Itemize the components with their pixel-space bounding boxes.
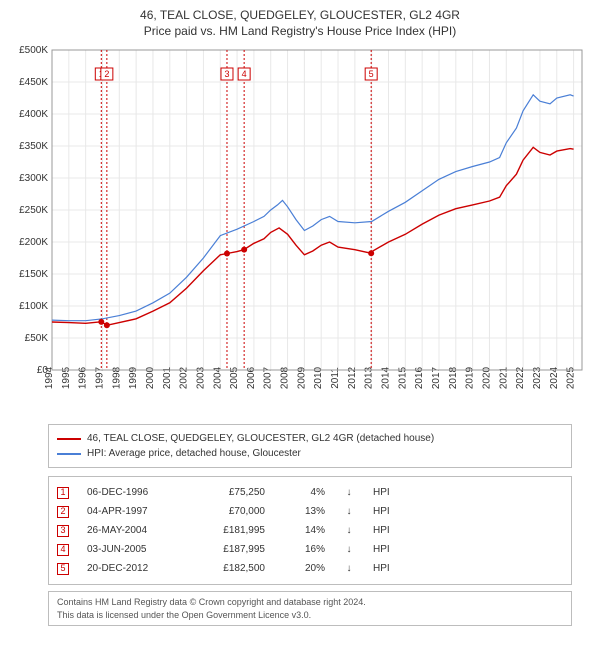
legend-row-price: 46, TEAL CLOSE, QUEDGELEY, GLOUCESTER, G… [57, 431, 563, 446]
sales-row: 1 06-DEC-1996 £75,250 4% ↓ HPI [57, 483, 563, 502]
sale-price: £75,250 [195, 483, 265, 502]
down-arrow-icon: ↓ [343, 540, 355, 559]
sale-pct: 20% [283, 559, 325, 578]
sale-hpi-tag: HPI [373, 559, 403, 578]
sale-pct: 16% [283, 540, 325, 559]
svg-text:£400K: £400K [19, 109, 48, 120]
legend-swatch-price [57, 438, 81, 440]
down-arrow-icon: ↓ [343, 521, 355, 540]
chart-subtitle: Price paid vs. HM Land Registry's House … [10, 24, 590, 38]
sales-table: 1 06-DEC-1996 £75,250 4% ↓ HPI 2 04-APR-1997 £70… [48, 476, 572, 585]
sale-date: 20-DEC-2012 [87, 559, 177, 578]
svg-text:5: 5 [369, 69, 374, 79]
sale-hpi-tag: HPI [373, 502, 403, 521]
legend: 46, TEAL CLOSE, QUEDGELEY, GLOUCESTER, G… [48, 424, 572, 468]
sale-marker-box: 3 [57, 525, 69, 537]
svg-text:3: 3 [224, 69, 229, 79]
sale-hpi-tag: HPI [373, 540, 403, 559]
down-arrow-icon: ↓ [343, 502, 355, 521]
sale-pct: 14% [283, 521, 325, 540]
sale-date: 04-APR-1997 [87, 502, 177, 521]
svg-text:£450K: £450K [19, 77, 48, 88]
footer-line-1: Contains HM Land Registry data © Crown c… [57, 596, 563, 609]
sale-date: 06-DEC-1996 [87, 483, 177, 502]
svg-text:£300K: £300K [19, 173, 48, 184]
sales-row: 4 03-JUN-2005 £187,995 16% ↓ HPI [57, 540, 563, 559]
sale-date: 26-MAY-2004 [87, 521, 177, 540]
sale-marker-box: 5 [57, 563, 69, 575]
sale-hpi-tag: HPI [373, 521, 403, 540]
chart-area: £0£50K£100K£150K£200K£250K£300K£350K£400… [10, 44, 590, 414]
legend-swatch-hpi [57, 453, 81, 455]
sale-pct: 4% [283, 483, 325, 502]
sale-marker-box: 4 [57, 544, 69, 556]
sale-price: £181,995 [195, 521, 265, 540]
legend-label-price: 46, TEAL CLOSE, QUEDGELEY, GLOUCESTER, G… [87, 431, 434, 446]
sale-price: £187,995 [195, 540, 265, 559]
svg-text:2: 2 [104, 69, 109, 79]
sale-hpi-tag: HPI [373, 483, 403, 502]
sale-pct: 13% [283, 502, 325, 521]
svg-text:£200K: £200K [19, 237, 48, 248]
sale-marker-box: 2 [57, 506, 69, 518]
svg-text:£250K: £250K [19, 205, 48, 216]
footer-attribution: Contains HM Land Registry data © Crown c… [48, 591, 572, 626]
footer-line-2: This data is licensed under the Open Gov… [57, 609, 563, 622]
svg-text:£500K: £500K [19, 45, 48, 56]
chart-title: 46, TEAL CLOSE, QUEDGELEY, GLOUCESTER, G… [10, 8, 590, 22]
svg-text:£50K: £50K [25, 333, 49, 344]
sale-price: £70,000 [195, 502, 265, 521]
svg-text:£350K: £350K [19, 141, 48, 152]
legend-label-hpi: HPI: Average price, detached house, Glou… [87, 446, 301, 461]
sales-row: 5 20-DEC-2012 £182,500 20% ↓ HPI [57, 559, 563, 578]
sales-row: 3 26-MAY-2004 £181,995 14% ↓ HPI [57, 521, 563, 540]
svg-text:£150K: £150K [19, 269, 48, 280]
page-container: 46, TEAL CLOSE, QUEDGELEY, GLOUCESTER, G… [0, 0, 600, 630]
down-arrow-icon: ↓ [343, 559, 355, 578]
sale-date: 03-JUN-2005 [87, 540, 177, 559]
sale-price: £182,500 [195, 559, 265, 578]
legend-row-hpi: HPI: Average price, detached house, Glou… [57, 446, 563, 461]
sale-marker-box: 1 [57, 487, 69, 499]
line-chart-svg: £0£50K£100K£150K£200K£250K£300K£350K£400… [10, 44, 590, 414]
down-arrow-icon: ↓ [343, 483, 355, 502]
sales-row: 2 04-APR-1997 £70,000 13% ↓ HPI [57, 502, 563, 521]
svg-text:4: 4 [242, 69, 247, 79]
svg-text:£100K: £100K [19, 301, 48, 312]
